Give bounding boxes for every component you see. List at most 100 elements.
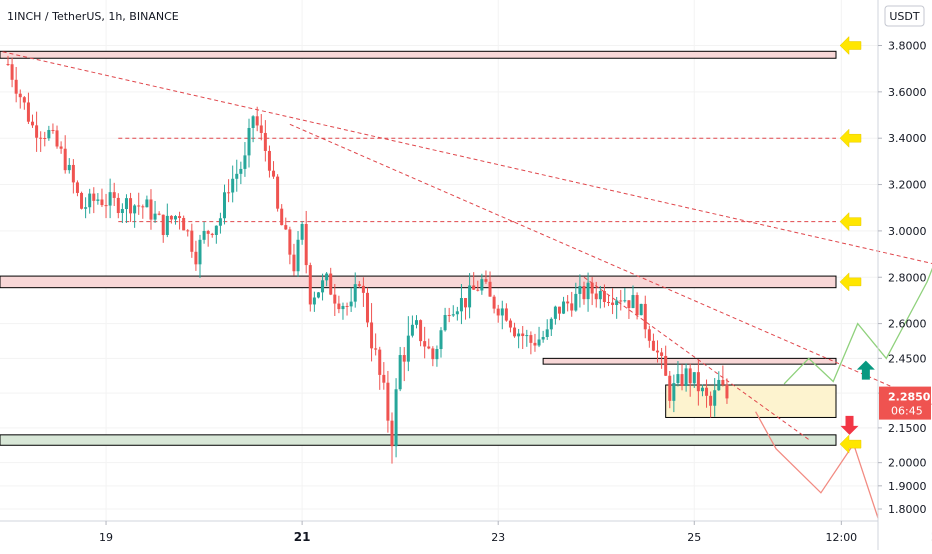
candle[interactable]: [574, 282, 578, 312]
candle[interactable]: [476, 280, 480, 292]
candle[interactable]: [635, 292, 639, 320]
candle[interactable]: [55, 125, 59, 149]
candle[interactable]: [243, 142, 247, 177]
candle[interactable]: [357, 281, 361, 288]
candle[interactable]: [231, 165, 235, 203]
candle[interactable]: [75, 180, 79, 197]
candle[interactable]: [35, 111, 39, 152]
candle[interactable]: [709, 391, 713, 418]
candle[interactable]: [668, 371, 672, 409]
yellow-arrow-icon[interactable]: [839, 434, 862, 454]
candle[interactable]: [341, 302, 345, 320]
candle[interactable]: [349, 287, 353, 312]
candle[interactable]: [566, 295, 570, 312]
candle[interactable]: [496, 304, 500, 323]
yellow-arrow-icon[interactable]: [839, 212, 862, 232]
candle[interactable]: [210, 232, 214, 238]
candle[interactable]: [71, 159, 75, 194]
candle[interactable]: [39, 131, 43, 152]
candle[interactable]: [508, 318, 512, 333]
candle[interactable]: [308, 262, 312, 312]
candle[interactable]: [120, 203, 124, 224]
candle[interactable]: [431, 346, 435, 367]
candle[interactable]: [337, 295, 341, 314]
candle[interactable]: [47, 125, 51, 141]
candle[interactable]: [647, 325, 651, 348]
candle[interactable]: [419, 319, 423, 347]
candle[interactable]: [402, 347, 406, 382]
candle[interactable]: [145, 195, 149, 208]
candle[interactable]: [345, 302, 349, 316]
candle[interactable]: [721, 365, 725, 387]
candle[interactable]: [165, 203, 169, 238]
candle[interactable]: [504, 303, 508, 322]
candle[interactable]: [255, 106, 259, 132]
candle[interactable]: [443, 307, 447, 332]
candle[interactable]: [267, 145, 271, 178]
candle[interactable]: [129, 192, 133, 222]
candle[interactable]: [153, 200, 157, 223]
candle[interactable]: [272, 161, 276, 179]
candle[interactable]: [202, 221, 206, 244]
candle[interactable]: [194, 240, 198, 271]
candle[interactable]: [557, 306, 561, 321]
candle[interactable]: [296, 231, 300, 278]
candle[interactable]: [157, 211, 161, 216]
candle[interactable]: [96, 193, 100, 205]
candle[interactable]: [553, 305, 557, 325]
candle[interactable]: [329, 267, 333, 296]
candle[interactable]: [521, 325, 525, 350]
candle[interactable]: [680, 364, 684, 391]
candle[interactable]: [22, 96, 26, 110]
candle[interactable]: [67, 158, 71, 174]
candle[interactable]: [717, 371, 721, 391]
candle[interactable]: [51, 123, 55, 134]
candle[interactable]: [108, 178, 112, 219]
candle[interactable]: [517, 328, 521, 349]
candle[interactable]: [725, 378, 729, 404]
candle[interactable]: [533, 333, 537, 352]
candle[interactable]: [80, 191, 84, 210]
candle[interactable]: [178, 211, 182, 230]
candle[interactable]: [480, 273, 484, 295]
candle[interactable]: [190, 223, 194, 258]
candle[interactable]: [84, 197, 88, 219]
candle[interactable]: [321, 273, 325, 301]
candle[interactable]: [684, 363, 688, 392]
candle[interactable]: [500, 300, 504, 330]
candle[interactable]: [410, 315, 414, 338]
current-price-label-box[interactable]: [879, 386, 931, 420]
candle[interactable]: [218, 212, 222, 234]
candle[interactable]: [6, 55, 10, 66]
candle[interactable]: [549, 317, 553, 336]
candle[interactable]: [619, 289, 623, 311]
candle[interactable]: [227, 179, 231, 203]
candle[interactable]: [464, 297, 468, 320]
candle[interactable]: [639, 303, 643, 316]
candle[interactable]: [615, 296, 619, 319]
candle[interactable]: [141, 204, 145, 219]
red-down-arrow-icon[interactable]: [840, 415, 859, 435]
candle[interactable]: [284, 217, 288, 230]
teal-up-arrow-icon[interactable]: [856, 360, 875, 380]
candle[interactable]: [525, 329, 529, 347]
candle[interactable]: [484, 270, 488, 284]
candle[interactable]: [333, 283, 337, 316]
candle[interactable]: [88, 188, 92, 214]
candle[interactable]: [10, 57, 14, 88]
candle[interactable]: [541, 330, 545, 343]
price-zone[interactable]: [0, 50, 837, 59]
candle[interactable]: [370, 303, 374, 362]
candle[interactable]: [251, 115, 255, 143]
candle[interactable]: [292, 243, 296, 276]
candle[interactable]: [365, 287, 369, 328]
candle[interactable]: [602, 284, 606, 308]
candle[interactable]: [643, 295, 647, 339]
price-zone[interactable]: [0, 434, 837, 446]
candle[interactable]: [186, 229, 190, 237]
candle[interactable]: [390, 412, 394, 464]
candle[interactable]: [606, 294, 610, 307]
candle[interactable]: [705, 379, 709, 408]
